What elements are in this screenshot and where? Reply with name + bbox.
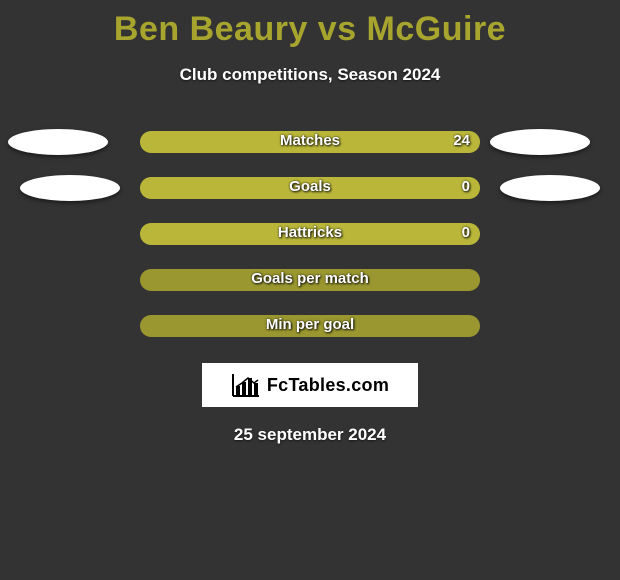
stat-label: Min per goal: [140, 316, 480, 333]
page-subtitle: Club competitions, Season 2024: [0, 65, 620, 85]
left-ellipse: [20, 175, 120, 201]
right-ellipse: [490, 129, 590, 155]
bar-chart-icon: [231, 372, 261, 398]
stat-row: Goals0: [0, 177, 620, 223]
stat-row: Goals per match: [0, 269, 620, 315]
footer-badge: FcTables.com: [202, 363, 418, 407]
stat-bar-fill: [140, 177, 480, 199]
stat-rows-container: Matches24 Goals0 Hattricks0 Goals per match…: [0, 131, 620, 361]
stat-row: Hattricks0: [0, 223, 620, 269]
stat-bar: Goals0: [140, 177, 480, 199]
page-title: Ben Beaury vs McGuire: [0, 0, 620, 49]
right-ellipse: [500, 175, 600, 201]
left-ellipse: [8, 129, 108, 155]
stat-row: Matches24: [0, 131, 620, 177]
footer-brand-text: FcTables.com: [267, 375, 389, 396]
stat-bar: Hattricks0: [140, 223, 480, 245]
stat-bar-fill: [140, 131, 480, 153]
footer-date: 25 september 2024: [0, 425, 620, 445]
stat-row: Min per goal: [0, 315, 620, 361]
stat-bar: Min per goal: [140, 315, 480, 337]
stat-bar: Matches24: [140, 131, 480, 153]
stat-label: Goals per match: [140, 270, 480, 287]
stat-bar-fill: [140, 223, 480, 245]
stat-bar: Goals per match: [140, 269, 480, 291]
